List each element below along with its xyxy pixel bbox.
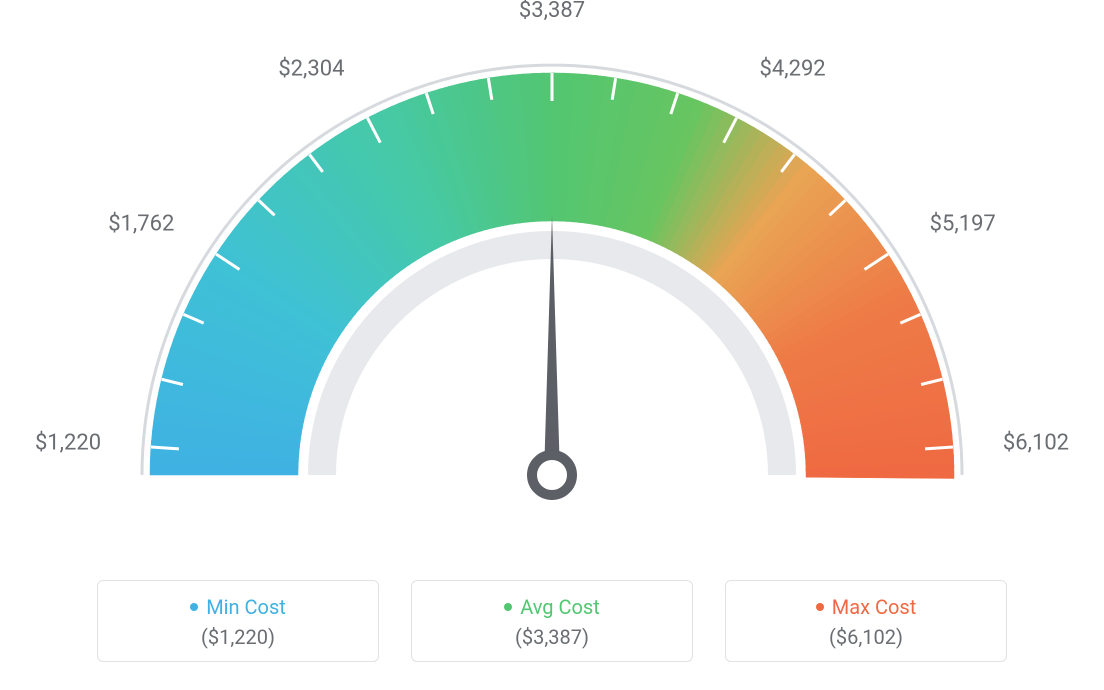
- legend-label-text: Min Cost: [206, 595, 286, 619]
- legend-card-min: Min Cost ($1,220): [97, 580, 379, 662]
- gauge-tick-label: $1,220: [35, 430, 101, 455]
- dot-icon: [816, 603, 824, 611]
- legend-label-avg: Avg Cost: [504, 595, 600, 619]
- dot-icon: [190, 603, 198, 611]
- cost-gauge-chart: $1,220 $1,762 $2,304 $3,387 $4,292 $5,197 $6,1…: [0, 0, 1104, 690]
- gauge-tick-label: $4,292: [760, 56, 826, 81]
- gauge-tick-label: $1,762: [108, 212, 174, 237]
- legend-label-max: Max Cost: [816, 595, 917, 619]
- legend-value-min: ($1,220): [98, 625, 378, 649]
- gauge-tick-label: $2,304: [278, 56, 344, 81]
- legend-value-avg: ($3,387): [412, 625, 692, 649]
- legend-card-max: Max Cost ($6,102): [725, 580, 1007, 662]
- gauge-svg: $1,220 $1,762 $2,304 $3,387 $4,292 $5,197 $6,1…: [0, 0, 1104, 560]
- legend-label-text: Max Cost: [832, 595, 917, 619]
- legend-row: Min Cost ($1,220) Avg Cost ($3,387) Max …: [0, 580, 1104, 662]
- legend-card-avg: Avg Cost ($3,387): [411, 580, 693, 662]
- legend-label-min: Min Cost: [190, 595, 286, 619]
- gauge-needle-base: [532, 455, 572, 495]
- legend-value-max: ($6,102): [726, 625, 1006, 649]
- legend-label-text: Avg Cost: [520, 595, 600, 619]
- gauge-tick-label: $5,197: [930, 212, 996, 237]
- gauge-tick-label: $6,102: [1003, 430, 1069, 455]
- dot-icon: [504, 603, 512, 611]
- gauge-tick-label: $3,387: [519, 0, 585, 23]
